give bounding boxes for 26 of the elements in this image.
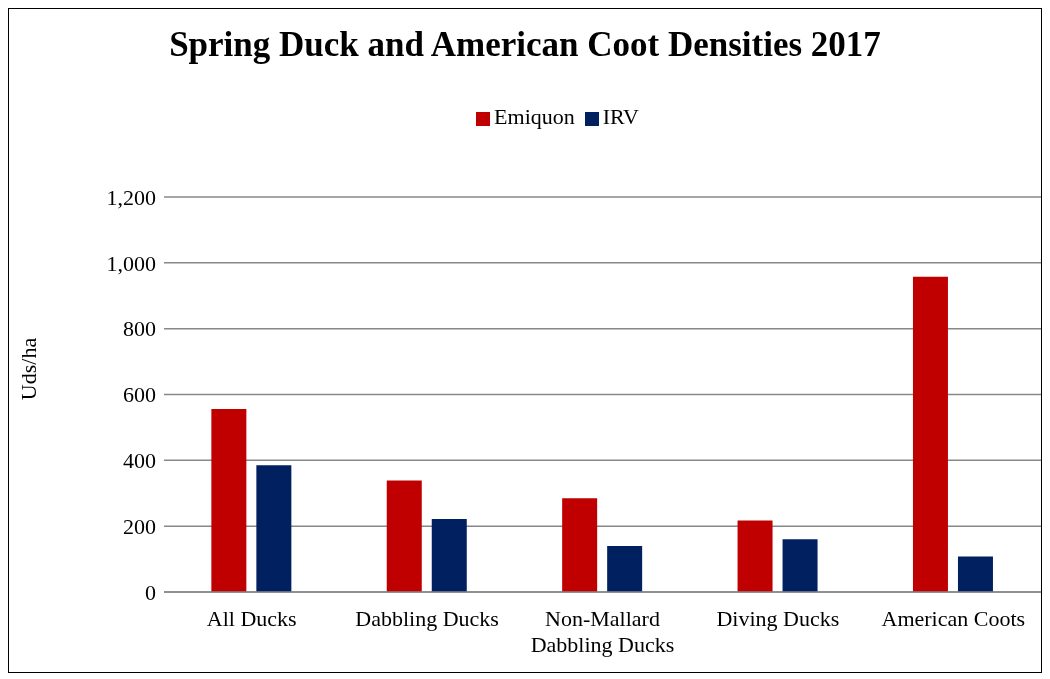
bar xyxy=(211,408,247,592)
y-tick-label: 200 xyxy=(123,513,156,539)
y-tick-label: 800 xyxy=(123,316,156,342)
bar xyxy=(562,498,598,592)
y-tick-label: 1,000 xyxy=(106,250,156,276)
bar xyxy=(737,520,773,592)
x-tick-label: Diving Ducks xyxy=(716,606,840,631)
bar xyxy=(607,545,643,592)
legend-label: IRV xyxy=(602,104,639,129)
y-tick-label: 600 xyxy=(123,382,156,408)
bar xyxy=(912,276,948,592)
bar xyxy=(386,480,422,592)
bar xyxy=(256,465,292,592)
chart-title: Spring Duck and American Coot Densities 2017 xyxy=(168,25,882,65)
x-tick-label: Non-Mallard Dabbling Ducks xyxy=(530,606,675,657)
x-tick-label: Dabbling Ducks xyxy=(355,606,499,631)
bar xyxy=(957,556,993,592)
legend-label: Emiquon xyxy=(494,104,575,129)
bar xyxy=(431,518,467,592)
y-axis-title: Uds/ha xyxy=(16,337,41,401)
bar xyxy=(782,539,818,592)
x-tick-label: All Ducks xyxy=(206,606,297,631)
x-tick-label: American Coots xyxy=(881,606,1026,631)
y-tick-label: 400 xyxy=(123,448,156,474)
y-tick-label: 0 xyxy=(145,579,156,605)
y-tick-label: 1,200 xyxy=(106,184,156,210)
